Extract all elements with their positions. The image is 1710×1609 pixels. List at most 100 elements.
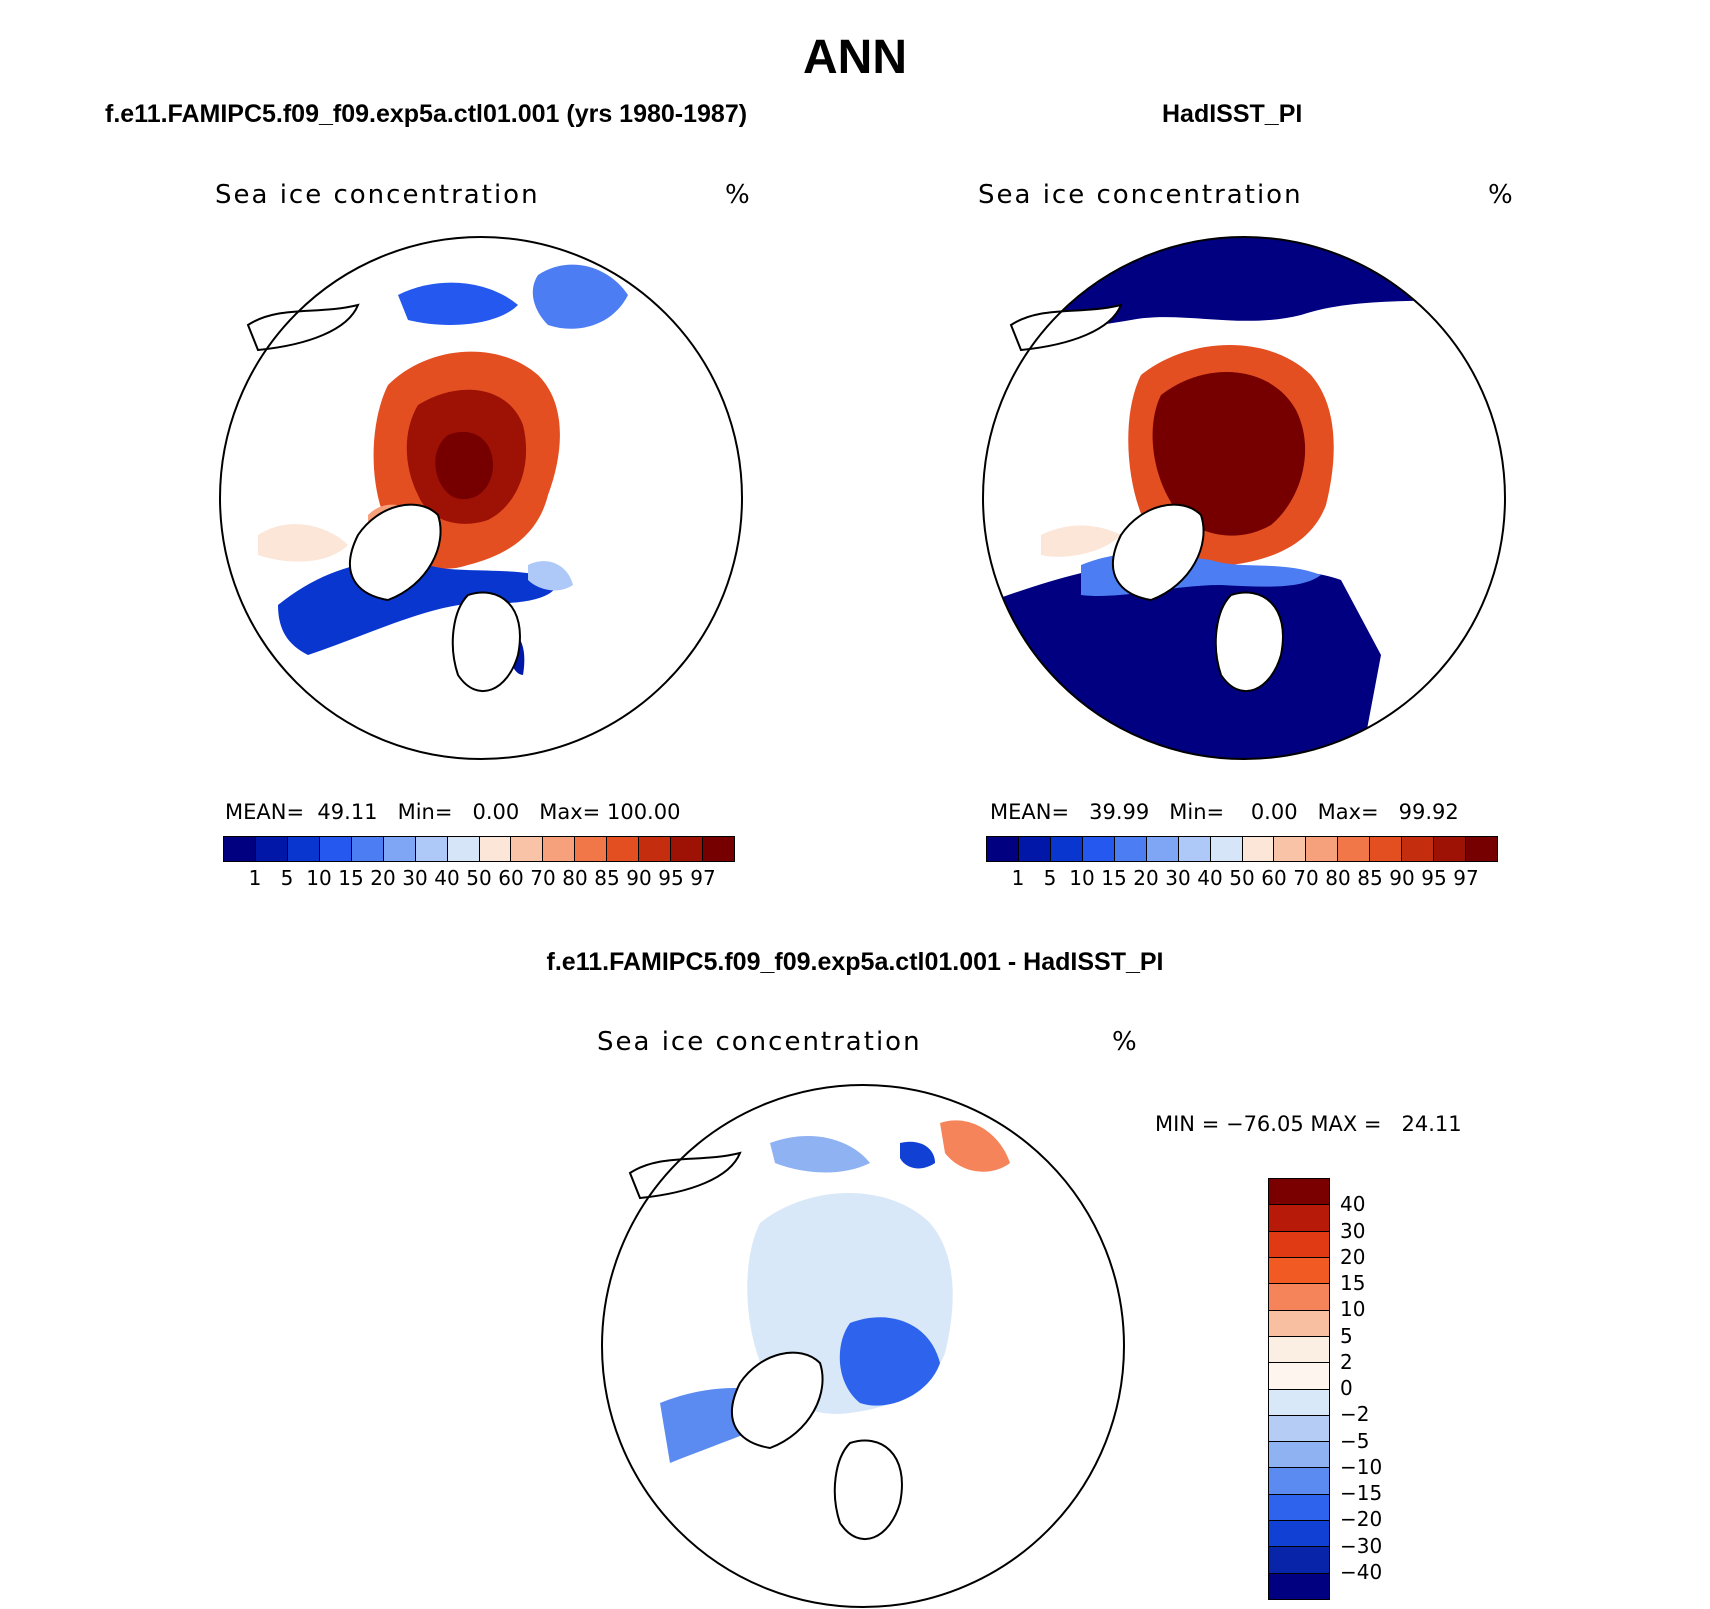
- panel2-units: %: [1488, 180, 1515, 210]
- diff-variable: Sea ice concentration: [597, 1027, 922, 1057]
- colorbar-tick-label: 50: [1229, 866, 1255, 890]
- colorbar-tick-label: 80: [562, 866, 588, 890]
- colorbar-tick-label: 1: [1011, 866, 1025, 890]
- panel1-polar-map: [219, 236, 743, 760]
- panel2-colorbar-ticks: 1 5 10 15 20 30 40 50 60 70 80 85 90 95 97: [986, 862, 1498, 890]
- colorbar-tick-label: 97: [1453, 866, 1479, 890]
- colorbar-tick-label: 80: [1325, 866, 1351, 890]
- panel2-min-label: Min=: [1169, 800, 1225, 824]
- colorbar-swatch: [415, 837, 448, 861]
- colorbar-tick-label: 40: [434, 866, 460, 890]
- colorbar-swatch: [1269, 1363, 1329, 1390]
- colorbar-tick-label: 90: [626, 866, 652, 890]
- colorbar-swatch: [575, 837, 608, 861]
- panel1-colorbar-ticks: 1 5 10 15 20 30 40 50 60 70 80 85 90 95 97: [223, 862, 735, 890]
- panel1-map-border: [219, 236, 743, 760]
- colorbar-swatch: [1269, 1547, 1329, 1574]
- colorbar-swatch: [1370, 837, 1403, 861]
- colorbar-tick-label: 90: [1389, 866, 1415, 890]
- diff-land: [628, 1151, 903, 1541]
- colorbar-swatch: [1018, 837, 1051, 861]
- panel1-mean: 49.11: [317, 800, 378, 824]
- colorbar-tick-label: 40: [1340, 1192, 1366, 1217]
- colorbar-tick-label: −10: [1340, 1454, 1383, 1479]
- colorbar-swatch: [319, 837, 352, 861]
- colorbar-tick-label: 15: [338, 866, 364, 890]
- diff-polar-map: [601, 1084, 1125, 1608]
- colorbar-tick-label: 70: [530, 866, 556, 890]
- panel1-colorbar-swatches: [223, 836, 735, 862]
- colorbar-swatch: [1269, 1205, 1329, 1232]
- colorbar-swatch: [383, 837, 416, 861]
- diff-colorbar-ticks: 40 30 20 15 10 5 2 0 −2 −5 −10 −15 −20 −30 −40: [1340, 1178, 1420, 1598]
- panel2-land: [1009, 303, 1284, 693]
- panel2-stats: MEAN= 39.99 Min= 0.00 Max= 99.92: [990, 800, 1459, 824]
- colorbar-tick-label: 20: [1133, 866, 1159, 890]
- colorbar-swatch: [224, 837, 256, 861]
- panel1-max: 100.00: [606, 800, 681, 824]
- diff-title: f.e11.FAMIPC5.f09_f09.exp5a.ctl01.001 - …: [546, 948, 1164, 976]
- colorbar-swatch: [1269, 1415, 1329, 1443]
- colorbar-swatch: [1274, 837, 1307, 861]
- colorbar-swatch: [1269, 1310, 1329, 1337]
- colorbar-swatch: [1269, 1573, 1329, 1599]
- colorbar-tick-label: 2: [1340, 1349, 1353, 1374]
- colorbar-swatch: [1466, 837, 1497, 861]
- panel2-min: 0.00: [1250, 800, 1298, 824]
- panel2-colorbar-swatches: [986, 836, 1498, 862]
- colorbar-swatch: [255, 837, 288, 861]
- colorbar-swatch: [1146, 837, 1179, 861]
- panel2-max-label: Max=: [1317, 800, 1379, 824]
- colorbar-swatch: [1178, 837, 1211, 861]
- colorbar-swatch: [287, 837, 320, 861]
- colorbar-swatch: [1269, 1231, 1329, 1258]
- colorbar-swatch: [543, 837, 576, 861]
- panel2-case-title: HadISST_PI: [1162, 100, 1303, 128]
- colorbar-tick-label: 30: [402, 866, 428, 890]
- panel2-mean: 39.99: [1089, 800, 1150, 824]
- colorbar-tick-label: 10: [306, 866, 332, 890]
- colorbar-tick-label: −40: [1340, 1559, 1383, 1584]
- diff-map-field: [660, 1120, 1010, 1463]
- colorbar-swatch: [1210, 837, 1243, 861]
- panel1-land: [246, 303, 521, 693]
- colorbar-swatch: [1242, 837, 1275, 861]
- diff-colorbar: [1268, 1178, 1330, 1600]
- colorbar-swatch: [1269, 1257, 1329, 1285]
- panel1-colorbar: 1 5 10 15 20 30 40 50 60 70 80 85 90 95 97: [223, 836, 735, 890]
- colorbar-tick-label: 95: [658, 866, 684, 890]
- colorbar-tick-label: 20: [1340, 1244, 1366, 1269]
- colorbar-tick-label: 5: [1043, 866, 1057, 890]
- colorbar-swatch: [1269, 1494, 1329, 1522]
- panel1-min: 0.00: [472, 800, 520, 824]
- panel1-max-label: Max=: [539, 800, 601, 824]
- panel2-variable: Sea ice concentration: [978, 180, 1303, 210]
- colorbar-swatch: [1269, 1468, 1329, 1495]
- colorbar-swatch: [447, 837, 480, 861]
- colorbar-swatch: [1050, 837, 1083, 861]
- colorbar-tick-label: 50: [466, 866, 492, 890]
- colorbar-swatch: [479, 837, 512, 861]
- figure-title: ANN: [803, 31, 907, 84]
- colorbar-swatch: [351, 837, 384, 861]
- diff-minmax: MIN = −76.05 MAX = 24.11: [1155, 1112, 1462, 1136]
- colorbar-swatch: [1082, 837, 1115, 861]
- colorbar-swatch: [1434, 837, 1467, 861]
- colorbar-swatch: [1269, 1442, 1329, 1469]
- panel1-units: %: [725, 180, 752, 210]
- panel2-max: 99.92: [1398, 800, 1459, 824]
- colorbar-tick-label: 30: [1165, 866, 1191, 890]
- colorbar-swatch: [1269, 1521, 1329, 1548]
- colorbar-tick-label: 0: [1340, 1376, 1353, 1400]
- colorbar-tick-label: −2: [1340, 1402, 1370, 1427]
- colorbar-tick-label: 95: [1421, 866, 1447, 890]
- colorbar-swatch: [1269, 1389, 1329, 1416]
- colorbar-tick-label: 40: [1197, 866, 1223, 890]
- colorbar-swatch: [1114, 837, 1147, 861]
- colorbar-tick-label: 20: [370, 866, 396, 890]
- colorbar-tick-label: 10: [1069, 866, 1095, 890]
- colorbar-swatch: [1338, 837, 1371, 861]
- colorbar-swatch: [987, 837, 1019, 861]
- panel1-variable: Sea ice concentration: [215, 180, 540, 210]
- panel1-stats: MEAN= 49.11 Min= 0.00 Max= 100.00: [225, 800, 680, 824]
